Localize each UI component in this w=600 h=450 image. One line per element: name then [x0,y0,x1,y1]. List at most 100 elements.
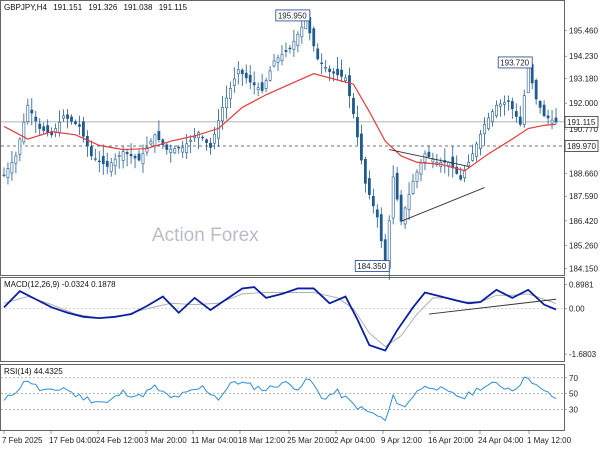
candle [165,143,169,155]
time-tick-label: 11 Mar 04:00 [191,436,238,445]
candle-body [403,207,407,225]
high-label-box-2 [497,56,533,69]
candle [201,135,204,141]
candle-body [34,116,38,122]
candle [371,188,375,214]
candle [97,151,101,173]
candle [224,85,228,120]
candle-body [550,119,554,124]
candle [506,95,510,111]
candle [550,109,554,130]
candle-body [300,26,304,38]
price-tick-label: 195.460 [569,26,598,35]
candle-body [312,28,316,47]
candle [415,169,419,189]
candle-body [554,117,558,123]
candle-body [510,101,514,110]
candle [14,151,18,174]
macd-tick-label: -1.6803 [569,350,597,359]
candle-body [177,146,181,149]
candle [181,140,185,159]
candle-body [538,100,542,108]
candle-body [101,155,105,165]
candle-body [224,97,228,109]
candle [320,53,324,75]
time-tick-label: 9 Apr 12:00 [381,436,422,445]
candle-body [145,147,149,153]
candle [101,144,105,175]
candle-body [232,78,236,86]
candle [189,135,193,154]
candle [363,156,367,193]
current-price-tag: 191.115 [564,115,599,128]
candle-body [58,121,61,134]
candle [280,45,284,66]
candle [300,21,304,44]
time-tick-label: 1 May 12:00 [527,436,572,445]
candle [427,145,431,159]
candle-body [2,174,6,176]
candle-body [332,71,336,74]
candle-body [340,69,343,77]
candle [93,148,97,162]
candle-body [38,123,42,129]
candle-body [502,102,506,105]
macd-main-line [3,286,557,352]
candle-body [157,131,161,141]
candle-body [395,172,399,200]
candle-body [352,97,355,115]
price-tick-label: 194.230 [569,52,598,61]
candle-body [161,139,165,145]
candle-body [363,158,367,184]
price-tick-label: 184.150 [569,265,598,274]
candle-body [506,100,510,102]
candle-body [89,146,93,157]
candle-body [415,171,419,182]
candle-body [320,62,324,64]
price-tick-label: 185.260 [569,241,598,250]
candle-body [82,121,85,137]
candle [26,98,30,125]
candle-body [50,131,54,136]
candle-body [109,162,113,172]
macd-header: MACD(12,26,9) -0.0324 0.1878 [4,280,116,289]
candle-body [288,47,292,50]
candle-body [85,135,89,147]
ohlc-open: 191.151 [53,3,82,12]
candle [213,126,216,150]
low-label-184350: 184.350 [354,260,390,272]
candle [145,136,149,156]
candle [316,43,320,61]
time-tick-label: 25 Mar 20:00 [287,436,335,445]
high-label-text: 195.950 [278,11,307,20]
candle-body [518,116,522,125]
candle [502,95,506,116]
candle [78,115,81,135]
time-tick-label: 16 Apr 20:00 [428,436,474,445]
candle [379,207,383,248]
candle-body [93,158,97,160]
candle [105,152,109,174]
candle [42,122,46,134]
candle [22,113,26,145]
candle [209,137,212,155]
price-tick-label: 193.180 [569,74,598,83]
candle [2,167,6,178]
candle [74,119,77,126]
candle-body [407,194,411,210]
candle-body [411,180,415,194]
candle [169,144,173,163]
candle [260,73,264,94]
candle [6,162,10,185]
price-tick-label: 186.420 [569,217,598,226]
candle-body [499,103,502,107]
time-tick-label: 3 Mar 20:00 [144,436,187,445]
candle-body [169,148,173,153]
candle [18,137,22,162]
candle [252,71,256,95]
candle [403,206,407,230]
time-tick-label: 2 Apr 04:00 [334,436,375,445]
candle [113,153,117,175]
macd-tick-label: 0.00 [569,305,585,314]
candle [264,77,268,93]
